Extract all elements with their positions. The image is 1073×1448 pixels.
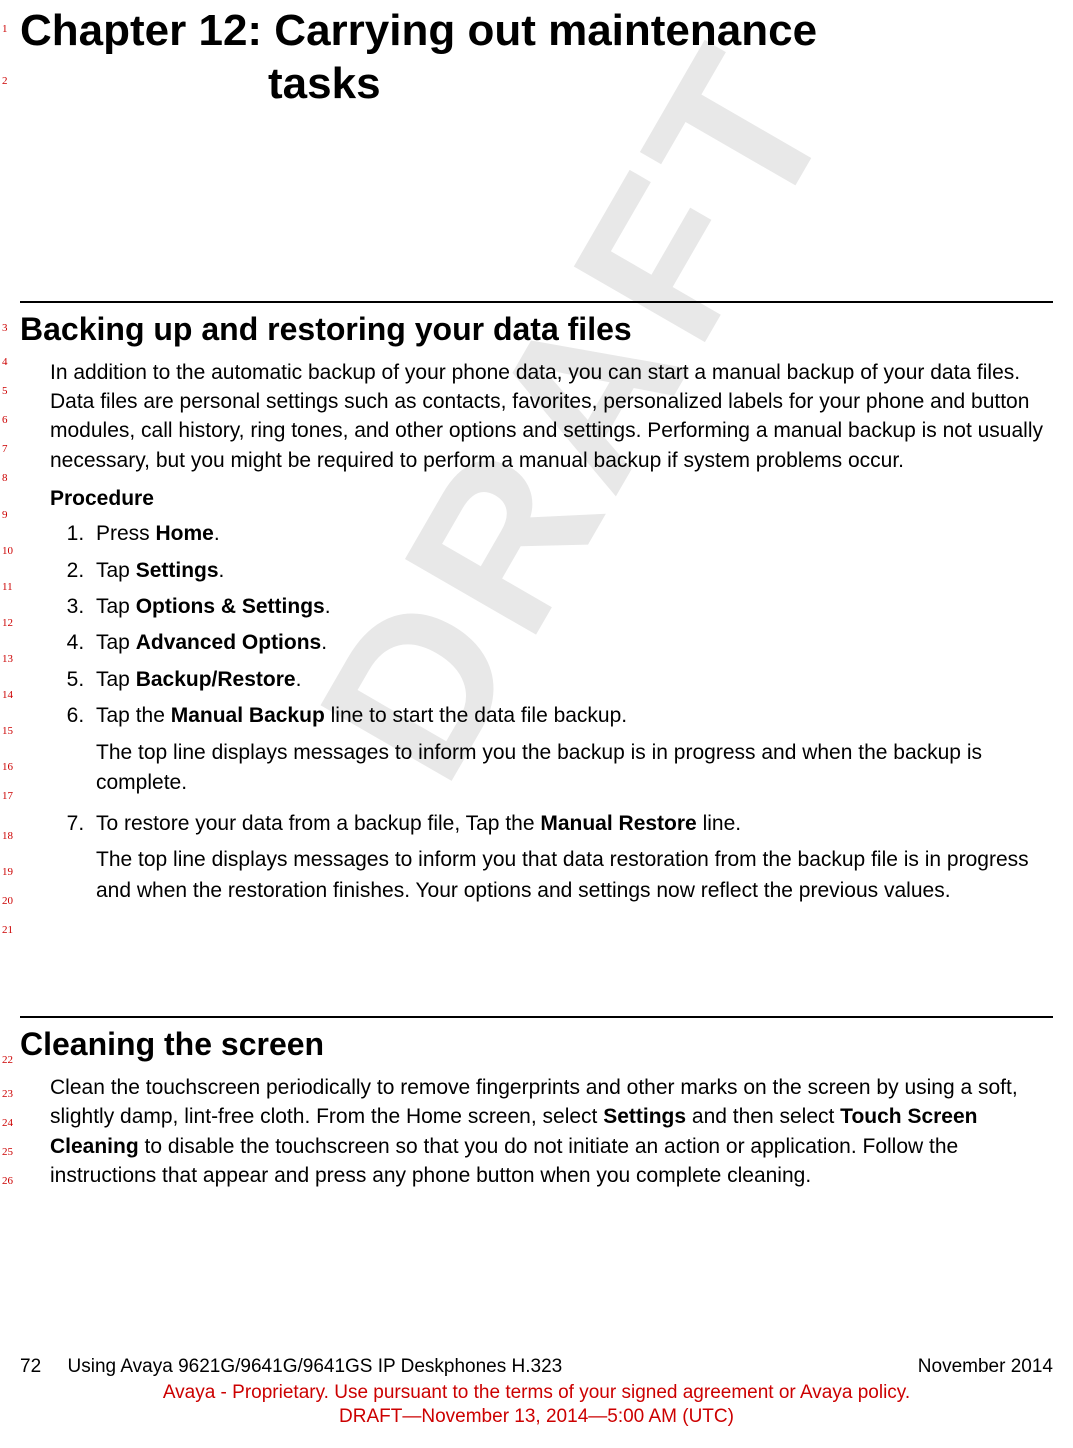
step-bold: Options & Settings	[136, 595, 325, 618]
chapter-title-line1: Chapter 12: Carrying out maintenance	[20, 6, 817, 55]
section-rule	[20, 301, 1053, 303]
body-text-part: to disable the touchscreen so that you d…	[50, 1135, 958, 1187]
body-text-part: and then select	[686, 1105, 840, 1128]
chapter-title-line2: tasks	[20, 58, 1053, 111]
footer-left: 72 Using Avaya 9621G/9641G/9641GS IP Des…	[20, 1356, 562, 1378]
step-bold: Advanced Options	[136, 631, 322, 654]
step-1: Press Home.	[90, 519, 1053, 549]
step-text: To restore your data from a backup file,…	[96, 812, 540, 835]
step-text: .	[219, 559, 225, 582]
step-text: Tap	[96, 631, 136, 654]
step-text: .	[325, 595, 331, 618]
step-bold: Backup/Restore	[136, 668, 296, 691]
step-7: To restore your data from a backup file,…	[90, 809, 1053, 906]
step-text: .	[214, 522, 220, 545]
step-text: .	[321, 631, 327, 654]
body-bold: Settings	[603, 1105, 686, 1128]
section2-body: Clean the touchscreen periodically to re…	[50, 1073, 1053, 1191]
step-7-note: The top line displays messages to inform…	[96, 845, 1053, 906]
footer-draft-line: DRAFT—November 13, 2014—5:00 AM (UTC)	[0, 1406, 1073, 1428]
step-text: Tap the	[96, 704, 171, 727]
step-text: line to start the data file backup.	[325, 704, 627, 727]
step-6-note: The top line displays messages to inform…	[96, 738, 1053, 799]
doc-title: Using Avaya 9621G/9641G/9641GS IP Deskph…	[68, 1356, 563, 1377]
step-bold: Home	[156, 522, 214, 545]
step-6: Tap the Manual Backup line to start the …	[90, 701, 1053, 798]
step-text: .	[296, 668, 302, 691]
section1-intro: In addition to the automatic backup of y…	[50, 358, 1053, 476]
section-rule	[20, 1016, 1053, 1018]
step-text: Tap	[96, 595, 136, 618]
step-bold: Manual Backup	[171, 704, 325, 727]
footer-date: November 2014	[918, 1356, 1053, 1378]
step-text: Press	[96, 522, 156, 545]
step-text: Tap	[96, 668, 136, 691]
chapter-title: Chapter 12: Carrying out maintenance tas…	[20, 5, 1053, 111]
footer-proprietary: Avaya - Proprietary. Use pursuant to the…	[0, 1382, 1073, 1404]
step-bold: Settings	[136, 559, 219, 582]
step-2: Tap Settings.	[90, 556, 1053, 586]
procedure-label: Procedure	[50, 487, 1053, 511]
step-5: Tap Backup/Restore.	[90, 665, 1053, 695]
step-text: Tap	[96, 559, 136, 582]
section-heading-cleaning: Cleaning the screen	[20, 1026, 1053, 1063]
step-text: line.	[697, 812, 741, 835]
step-4: Tap Advanced Options.	[90, 628, 1053, 658]
procedure-list: Press Home. Tap Settings. Tap Options & …	[90, 519, 1053, 906]
page-number: 72	[20, 1356, 41, 1377]
step-bold: Manual Restore	[540, 812, 696, 835]
section-heading-backup: Backing up and restoring your data files	[20, 311, 1053, 348]
step-3: Tap Options & Settings.	[90, 592, 1053, 622]
page-footer: 72 Using Avaya 9621G/9641G/9641GS IP Des…	[0, 1356, 1073, 1428]
